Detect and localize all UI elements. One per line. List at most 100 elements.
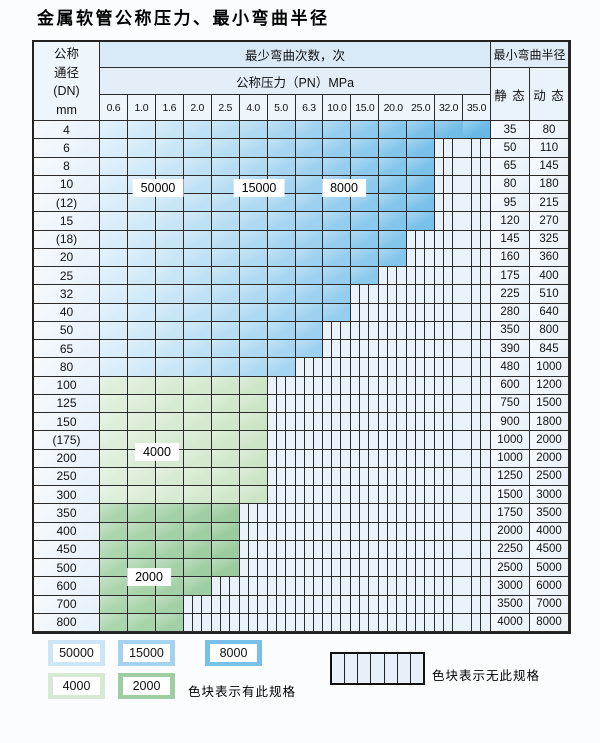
pressure-tick: 15.0 xyxy=(351,95,380,121)
pressure-spec-cell xyxy=(127,413,156,432)
pressure-spec-cell xyxy=(435,522,464,541)
pressure-spec-cell xyxy=(323,248,352,267)
pressure-spec-cell xyxy=(463,230,491,249)
pressure-spec-cell xyxy=(463,540,491,559)
pressure-spec-cell xyxy=(463,175,491,194)
legend-available-note: 色块表示有此规格 xyxy=(188,685,297,699)
dn-cell: 40 xyxy=(34,303,100,322)
pressure-spec-cell xyxy=(435,358,464,377)
static-radius-cell: 2250 xyxy=(491,540,530,559)
static-radius-cell: 145 xyxy=(491,230,530,249)
pressure-spec-cell xyxy=(100,248,128,267)
legend-swatch-label: 4000 xyxy=(53,677,100,695)
pressure-spec-cell xyxy=(239,595,268,614)
pressure-spec-cell xyxy=(435,376,464,395)
pressure-spec-cell xyxy=(267,376,296,395)
pressure-spec-cell xyxy=(127,504,156,523)
pressure-spec-cell xyxy=(155,121,184,140)
dynamic-radius-cell: 800 xyxy=(530,321,569,340)
pressure-spec-cell xyxy=(211,212,240,231)
pressure-spec-cell xyxy=(267,559,296,578)
legend-stripe-cell xyxy=(398,654,411,683)
pressure-spec-cell xyxy=(435,504,464,523)
pressure-spec-cell xyxy=(463,267,491,286)
pressure-spec-cell xyxy=(379,467,408,486)
pressure-spec-cell xyxy=(127,321,156,340)
pressure-spec-cell xyxy=(155,321,184,340)
pressure-spec-cell xyxy=(211,157,240,176)
pressure-tick: 2.5 xyxy=(211,95,240,121)
pressure-spec-cell xyxy=(407,121,436,140)
pressure-spec-cell xyxy=(211,486,240,505)
pressure-spec-cell xyxy=(155,303,184,322)
dynamic-radius-cell: 8000 xyxy=(530,613,569,632)
pressure-spec-cell xyxy=(239,303,268,322)
pressure-spec-cell xyxy=(127,139,156,158)
pressure-spec-cell xyxy=(351,194,380,213)
pressure-spec-cell xyxy=(407,595,436,614)
pressure-spec-cell xyxy=(100,449,128,468)
pressure-tick: 20.0 xyxy=(379,95,408,121)
pressure-spec-cell xyxy=(351,559,380,578)
pressure-spec-cell xyxy=(435,121,464,140)
pressure-spec-cell xyxy=(435,303,464,322)
pressure-spec-cell xyxy=(407,577,436,596)
pressure-spec-cell xyxy=(407,321,436,340)
pressure-spec-cell xyxy=(351,522,380,541)
pressure-spec-cell xyxy=(239,540,268,559)
pressure-spec-cell xyxy=(407,504,436,523)
pressure-tick: 35.0 xyxy=(463,95,491,121)
dynamic-radius-cell: 4000 xyxy=(530,522,569,541)
pressure-spec-cell xyxy=(267,157,296,176)
pressure-spec-cell xyxy=(463,121,491,140)
pressure-spec-cell xyxy=(463,413,491,432)
dn-cell: 700 xyxy=(34,595,100,614)
pressure-spec-cell xyxy=(183,522,212,541)
pressure-spec-cell xyxy=(435,431,464,450)
pressure-spec-cell xyxy=(100,121,128,140)
dynamic-radius-cell: 3500 xyxy=(530,504,569,523)
pressure-spec-cell xyxy=(323,504,352,523)
legend-unavailable-note: 色块表示无此规格 xyxy=(432,669,541,683)
pressure-spec-cell xyxy=(323,121,352,140)
pressure-spec-cell xyxy=(100,540,128,559)
pressure-spec-cell xyxy=(155,504,184,523)
pressure-spec-cell xyxy=(100,577,128,596)
pressure-spec-cell xyxy=(379,248,408,267)
static-radius-cell: 120 xyxy=(491,212,530,231)
pressure-spec-cell xyxy=(435,285,464,304)
static-radius-cell: 50 xyxy=(491,139,530,158)
legend-swatch: 8000 xyxy=(205,640,262,666)
pressure-spec-cell xyxy=(435,340,464,359)
pressure-tick: 10.0 xyxy=(323,95,352,121)
legend-swatch: 2000 xyxy=(118,673,175,699)
pressure-spec-cell xyxy=(379,321,408,340)
pressure-spec-cell xyxy=(127,157,156,176)
pressure-spec-cell xyxy=(295,613,324,632)
dn-cell: 400 xyxy=(34,522,100,541)
pressure-spec-cell xyxy=(323,595,352,614)
pressure-spec-cell xyxy=(155,230,184,249)
legend-swatch-label: 2000 xyxy=(123,677,170,695)
dynamic-radius-cell: 1000 xyxy=(530,358,569,377)
pressure-spec-cell xyxy=(351,486,380,505)
pressure-spec-cell xyxy=(295,486,324,505)
pressure-spec-cell xyxy=(100,467,128,486)
pressure-spec-cell xyxy=(155,248,184,267)
pressure-spec-cell xyxy=(463,504,491,523)
pressure-spec-cell xyxy=(239,394,268,413)
legend-stripe-cell xyxy=(332,654,346,683)
pressure-spec-cell xyxy=(463,340,491,359)
pressure-spec-cell xyxy=(239,194,268,213)
static-radius-cell: 35 xyxy=(491,121,530,140)
legend-stripe-cell xyxy=(385,654,398,683)
pressure-spec-cell xyxy=(155,376,184,395)
pressure-spec-cell xyxy=(435,559,464,578)
pressure-tick: 2.0 xyxy=(183,95,212,121)
pressure-spec-cell xyxy=(407,212,436,231)
dynamic-radius-cell: 110 xyxy=(530,139,569,158)
pressure-spec-cell xyxy=(463,248,491,267)
pressure-spec-cell xyxy=(267,504,296,523)
pressure-spec-cell xyxy=(239,121,268,140)
pressure-spec-cell xyxy=(183,194,212,213)
